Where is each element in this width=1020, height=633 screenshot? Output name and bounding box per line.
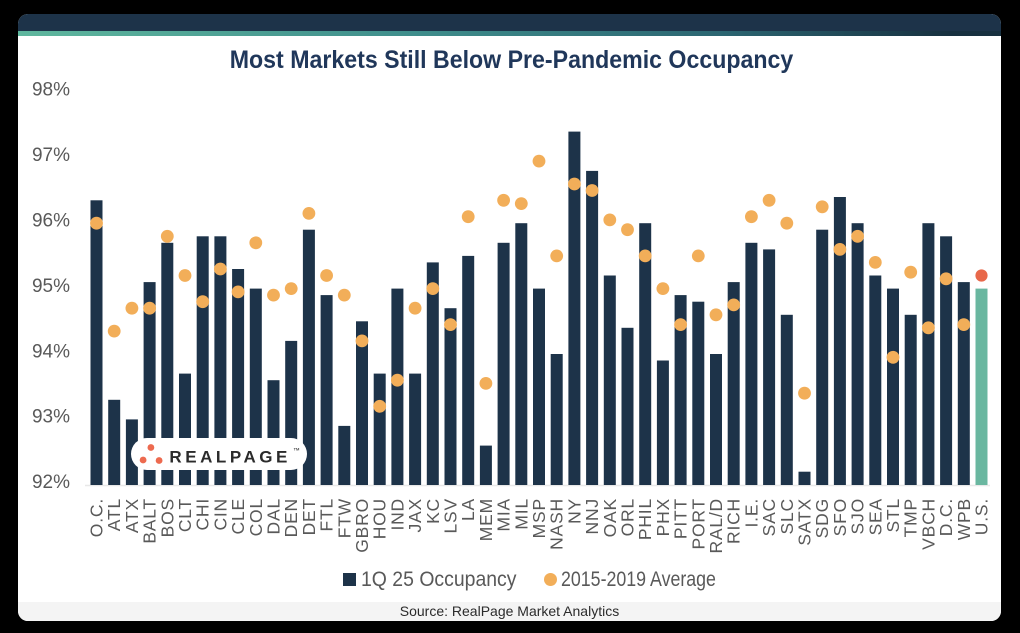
svg-text:CHI: CHI bbox=[193, 498, 213, 531]
svg-text:SDG: SDG bbox=[812, 498, 832, 538]
svg-text:STL: STL bbox=[883, 498, 903, 533]
svg-text:DEN: DEN bbox=[281, 498, 301, 537]
svg-text:ATX: ATX bbox=[122, 498, 142, 533]
svg-text:MIL: MIL bbox=[511, 498, 531, 530]
svg-text:I.E.: I.E. bbox=[741, 498, 761, 527]
svg-text:93%: 93% bbox=[32, 407, 70, 428]
svg-text:OAK: OAK bbox=[600, 498, 620, 537]
svg-text:SEA: SEA bbox=[865, 498, 885, 535]
svg-text:CLE: CLE bbox=[228, 498, 248, 534]
svg-text:NNJ: NNJ bbox=[582, 498, 602, 534]
svg-text:IND: IND bbox=[387, 498, 407, 531]
svg-text:KC: KC bbox=[423, 498, 443, 524]
svg-text:DAL: DAL bbox=[264, 498, 284, 534]
svg-text:D.C.: D.C. bbox=[936, 498, 956, 536]
svg-text:TMP: TMP bbox=[901, 498, 921, 537]
svg-text:PORT: PORT bbox=[688, 498, 708, 550]
svg-text:O.C.: O.C. bbox=[87, 498, 107, 537]
svg-text:LA: LA bbox=[458, 498, 478, 521]
svg-text:94%: 94% bbox=[32, 341, 70, 362]
svg-text:WPB: WPB bbox=[954, 498, 974, 540]
svg-text:97%: 97% bbox=[32, 145, 70, 166]
svg-text:REALPAGE: REALPAGE bbox=[169, 447, 291, 466]
svg-text:98%: 98% bbox=[32, 80, 70, 101]
svg-text:CIN: CIN bbox=[210, 498, 230, 531]
svg-text:BOS: BOS bbox=[157, 498, 177, 537]
svg-text:SLC: SLC bbox=[777, 498, 797, 534]
svg-text:SJO: SJO bbox=[848, 498, 868, 534]
svg-text:CLT: CLT bbox=[175, 498, 195, 532]
svg-text:VBCH: VBCH bbox=[918, 498, 938, 550]
svg-text:BALT: BALT bbox=[140, 498, 160, 544]
svg-text:FTL: FTL bbox=[317, 498, 337, 532]
svg-text:™: ™ bbox=[293, 448, 300, 455]
svg-text:SATX: SATX bbox=[795, 498, 815, 546]
svg-text:COL: COL bbox=[246, 498, 266, 536]
svg-text:ORL: ORL bbox=[618, 498, 638, 536]
svg-text:RICH: RICH bbox=[724, 498, 744, 544]
svg-text:92%: 92% bbox=[32, 472, 70, 493]
svg-text:PHIL: PHIL bbox=[635, 498, 655, 540]
svg-text:SFO: SFO bbox=[830, 498, 850, 536]
svg-text:NY: NY bbox=[564, 498, 584, 524]
svg-text:LSV: LSV bbox=[441, 498, 461, 533]
svg-text:SAC: SAC bbox=[759, 498, 779, 536]
svg-text:PHX: PHX bbox=[653, 498, 673, 536]
svg-text:ATL: ATL bbox=[104, 498, 124, 531]
svg-text:HOU: HOU bbox=[370, 498, 390, 539]
svg-text:DET: DET bbox=[299, 498, 319, 535]
svg-text:U.S.: U.S. bbox=[972, 498, 992, 535]
svg-text:95%: 95% bbox=[32, 276, 70, 297]
svg-text:96%: 96% bbox=[32, 211, 70, 232]
svg-text:MIA: MIA bbox=[494, 498, 514, 532]
svg-text:FTW: FTW bbox=[334, 498, 354, 538]
svg-text:JAX: JAX bbox=[405, 498, 425, 533]
svg-text:MSP: MSP bbox=[529, 498, 549, 538]
svg-text:NASH: NASH bbox=[547, 498, 567, 550]
svg-text:PITT: PITT bbox=[671, 498, 691, 539]
svg-text:RAL/D: RAL/D bbox=[706, 498, 726, 554]
svg-text:MEM: MEM bbox=[476, 498, 496, 541]
svg-text:GBRO: GBRO bbox=[352, 498, 372, 553]
